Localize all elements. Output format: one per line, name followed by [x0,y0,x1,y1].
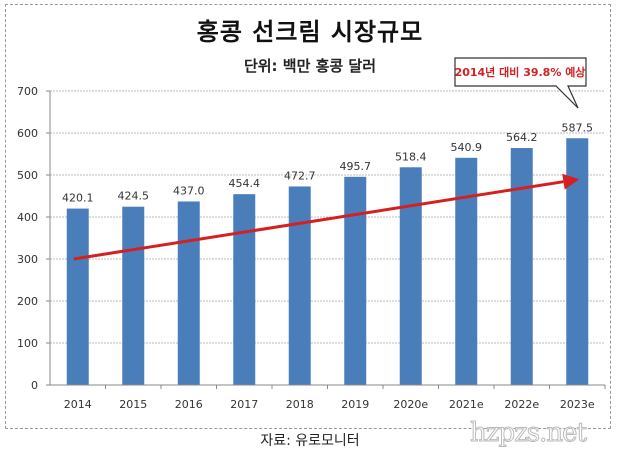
bar [344,176,367,385]
bars: 420.1 424.5 437.0 454.4 472.7 495.7 518.4 540.9… [62,121,593,385]
bar [399,167,422,385]
trend-arrow-head [562,173,580,190]
x-tick-label: 2018 [286,398,314,411]
y-tick-label: 200 [17,295,38,308]
y-tick-label: 500 [17,169,38,182]
bar-value-label: 454.4 [229,177,261,190]
x-tick-label: 2020e [393,398,428,411]
bar [288,186,311,385]
chart-frame [5,4,611,429]
y-tick-label: 300 [17,253,38,266]
x-tick-label: 2016 [175,398,203,411]
bar-value-label: 437.0 [173,184,205,197]
y-tick-label: 700 [17,85,38,98]
annotation-callout: 2014년 대비 39.8% 예상 [454,57,587,109]
chart-title: 홍콩 선크림 시장규모 [196,18,424,46]
bar [177,201,200,385]
bar-value-label: 587.5 [562,121,594,134]
bar [233,194,256,385]
x-tick-label: 2022e [504,398,539,411]
bar-value-label: 518.4 [395,150,427,163]
x-tick-label: 2015 [119,398,147,411]
source-note: 자료: 유로모니터 [260,433,360,449]
bar [510,148,533,385]
x-tick-label: 2019 [341,398,369,411]
bar [566,138,589,385]
bar-value-label: 472.7 [284,169,316,182]
y-tick-label: 600 [17,127,38,140]
x-tick-label: 2014 [64,398,92,411]
callout-box [454,57,587,109]
callout-text: 2014년 대비 39.8% 예상 [455,65,586,79]
bar-value-label: 424.5 [118,190,150,203]
watermark: hzpzs.net [470,418,588,449]
y-axis: 0 100 200 300 400 500 600 700 [17,85,51,392]
y-tick-label: 0 [31,379,38,392]
bar-value-label: 495.7 [340,160,372,173]
x-tick-label: 2021e [449,398,484,411]
trend-arrow [73,173,580,261]
y-tick-label: 100 [17,337,38,350]
bar-value-label: 564.2 [506,131,538,144]
x-tick-label: 2023e [560,398,595,411]
bar [66,208,89,385]
x-tick-label: 2017 [230,398,258,411]
bar [455,157,478,385]
bar-value-label: 420.1 [62,192,94,205]
y-tick-label: 400 [17,211,38,224]
trend-arrow-shaft [73,180,564,261]
chart-subtitle: 단위: 백만 홍콩 달러 [243,57,377,75]
bar-value-label: 540.9 [451,141,483,154]
bar [122,206,145,385]
x-axis: 2014 2015 2016 2017 2018 2019 2020e 2021e 2022e 2… [50,384,606,411]
